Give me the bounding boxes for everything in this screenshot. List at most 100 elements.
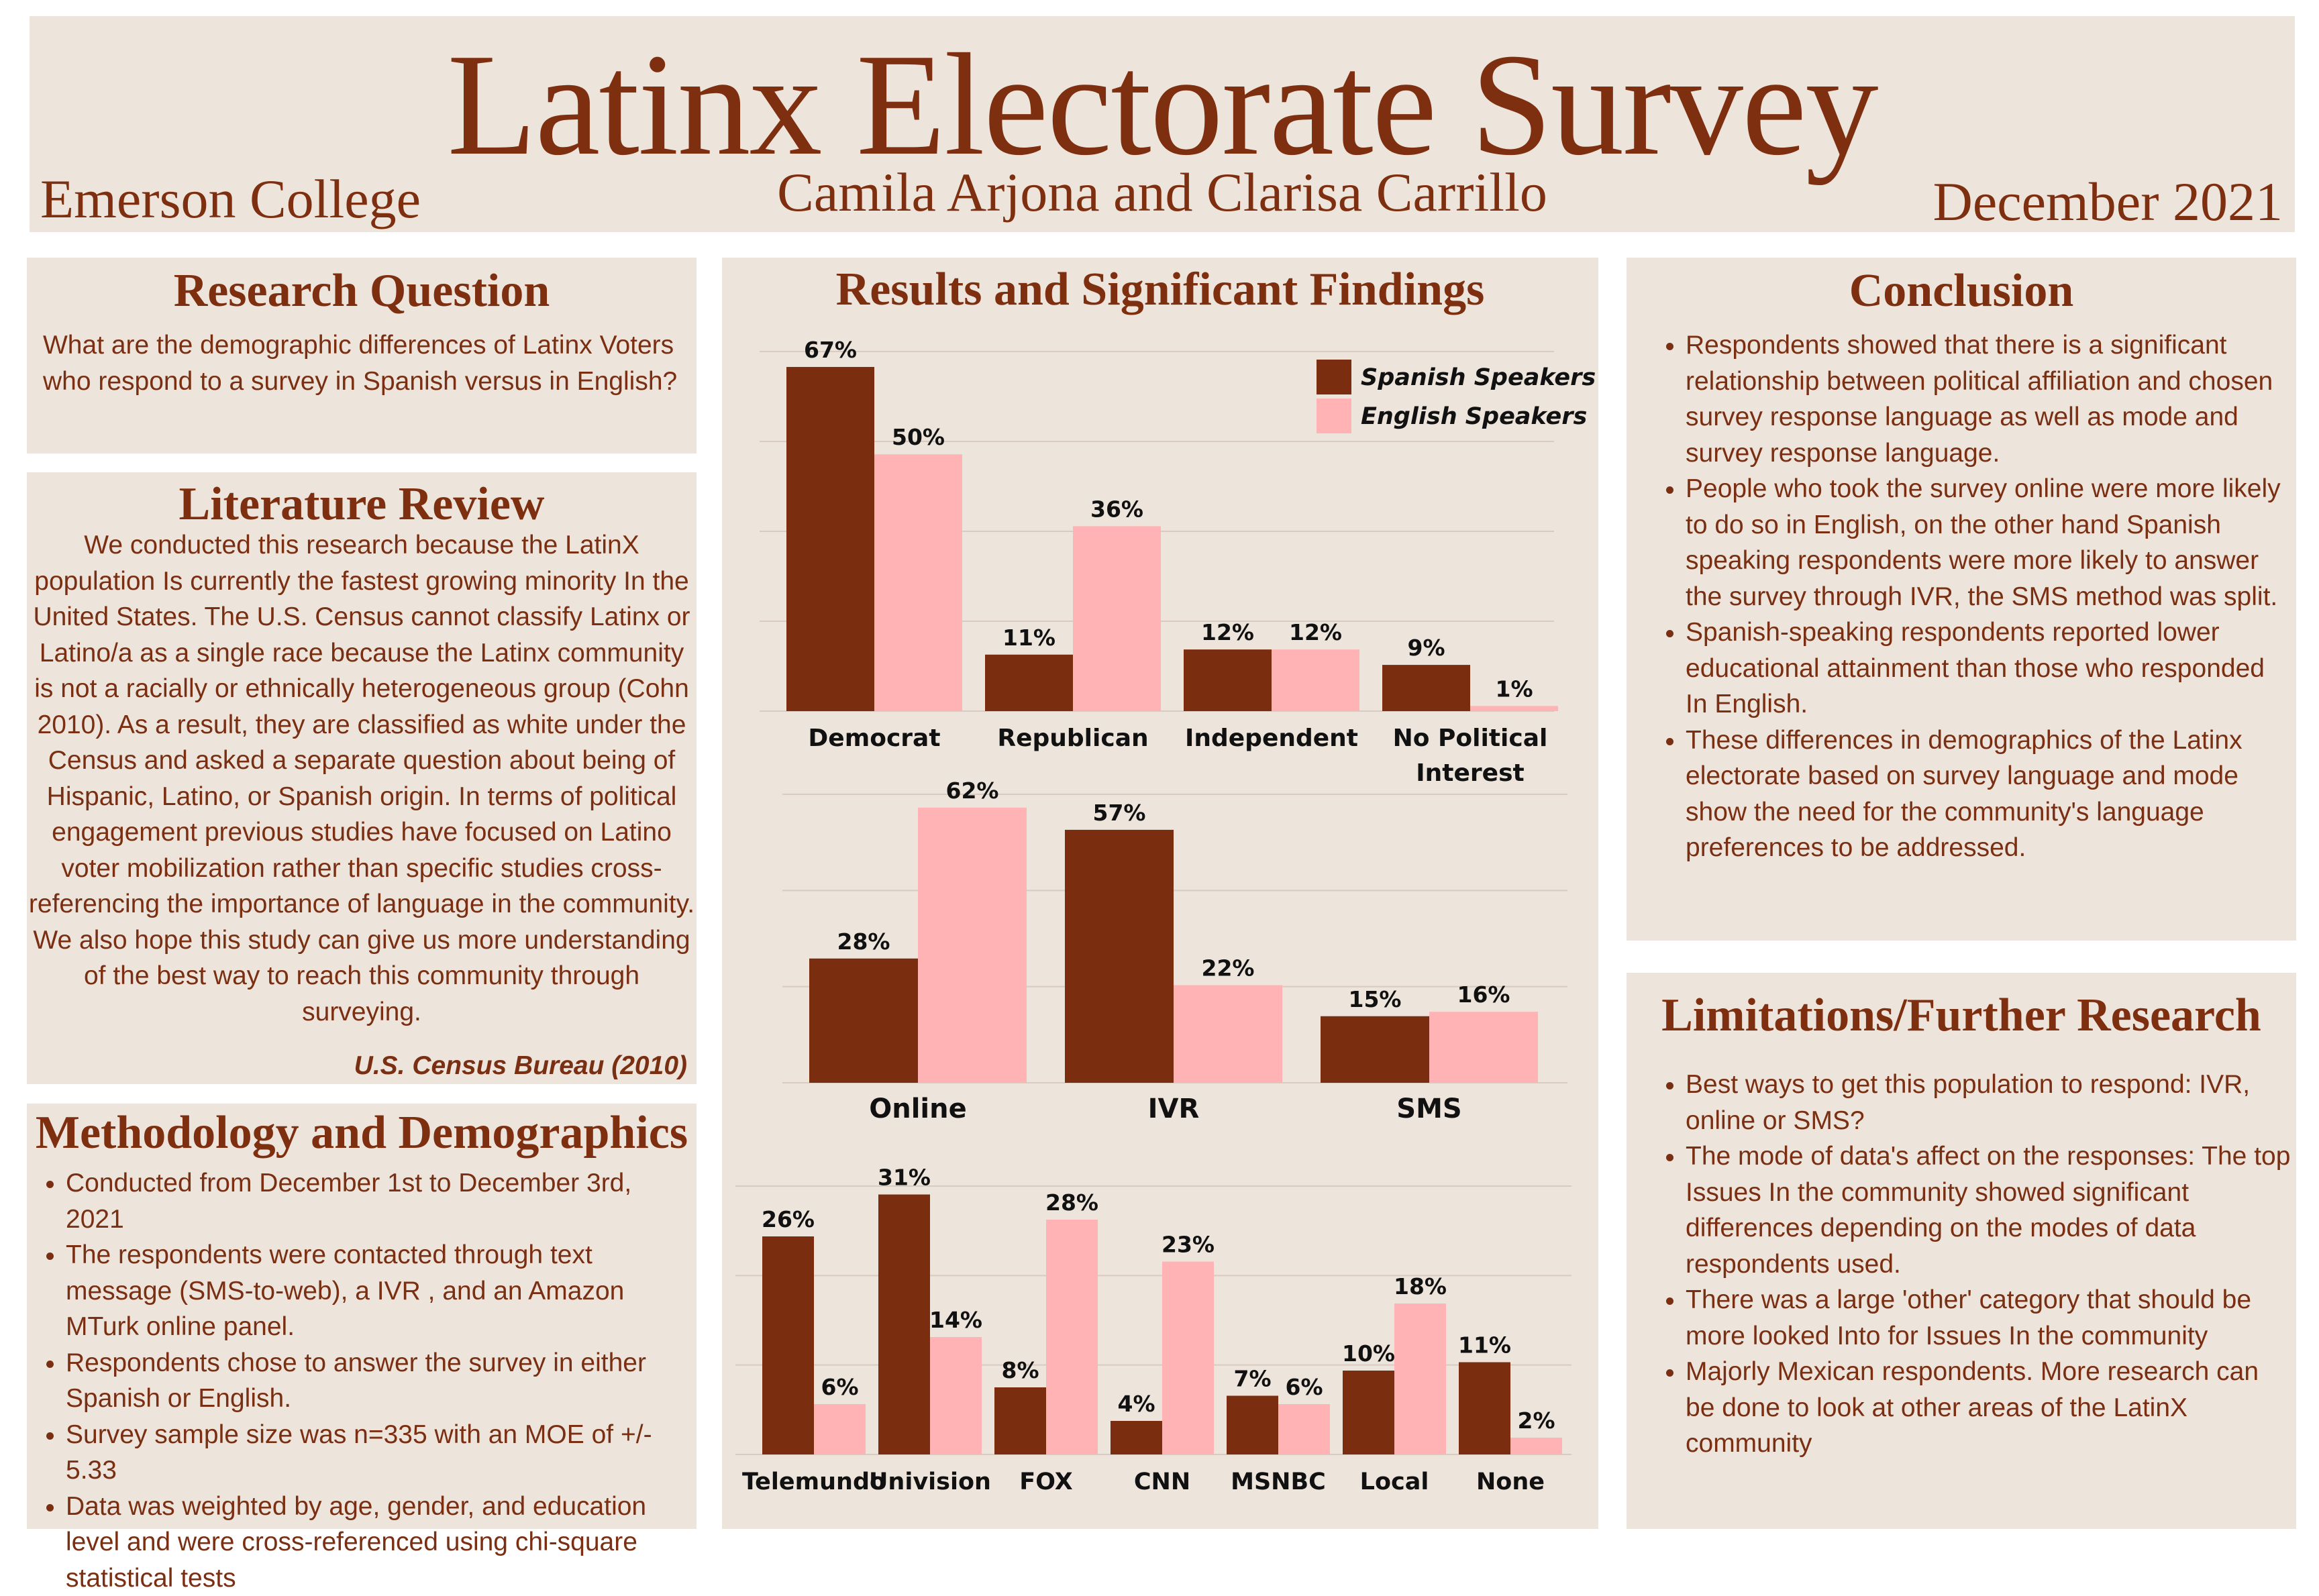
bar-value-label: 16%	[1457, 981, 1510, 1008]
bar-value-label: 12%	[1289, 619, 1342, 645]
bar-value-label: 23%	[1162, 1232, 1215, 1258]
conclusion-list-wrap: Respondents showed that there is a signi…	[1627, 327, 2291, 866]
bar-value-label: 4%	[1117, 1391, 1155, 1417]
bar-value-label: 6%	[821, 1374, 858, 1400]
bar-spanish	[1227, 1396, 1278, 1455]
bar-value-label: 10%	[1342, 1340, 1395, 1367]
category-label: Republican	[997, 725, 1148, 752]
bar-spanish	[1184, 649, 1272, 711]
poster-title: Latinx Electorate Survey	[30, 28, 2295, 182]
bar-value-label: 26%	[762, 1206, 815, 1232]
bar-english	[1278, 1404, 1330, 1454]
category-label: FOX	[1019, 1469, 1072, 1495]
bar-value-label: 12%	[1201, 619, 1254, 645]
bar-english	[1162, 1262, 1214, 1455]
bar-english	[1470, 706, 1558, 711]
literature-review-title: Literature Review	[27, 478, 697, 531]
bar-value-label: 57%	[1093, 800, 1146, 826]
category-label: Local	[1360, 1469, 1429, 1495]
bar-value-label: 62%	[946, 778, 999, 804]
category-label: Telemundo	[742, 1469, 886, 1495]
bar-english	[1174, 985, 1282, 1083]
literature-review-text: We conducted this research because the L…	[27, 527, 697, 1030]
category-label: Interest	[1416, 759, 1524, 787]
list-item: Spanish-speaking respondents reported lo…	[1686, 615, 2291, 723]
list-item: Respondents chose to answer the survey i…	[66, 1345, 691, 1417]
bar-value-label: 6%	[1285, 1374, 1323, 1400]
legend-label: Spanish Speakers	[1361, 364, 1596, 391]
methodology-list: Conducted from December 1st to December …	[27, 1165, 691, 1596]
category-label: Online	[869, 1094, 967, 1124]
bar-value-label: 36%	[1090, 496, 1143, 522]
bar-spanish	[786, 367, 874, 711]
bar-value-label: 31%	[878, 1165, 931, 1191]
list-item: Best ways to get this population to resp…	[1686, 1067, 2291, 1138]
limitations-list-wrap: Best ways to get this population to resp…	[1627, 1067, 2291, 1462]
bar-spanish	[1459, 1363, 1510, 1455]
list-item: Respondents showed that there is a signi…	[1686, 327, 2291, 471]
list-item: Survey sample size was n=335 with an MOE…	[66, 1417, 691, 1489]
poster-date: December 2021	[1933, 172, 2283, 232]
bar-english	[1046, 1220, 1098, 1454]
bar-english	[1272, 649, 1359, 711]
literature-review-panel: Literature Review We conducted this rese…	[27, 472, 697, 1084]
bar-english	[1394, 1304, 1446, 1454]
bar-value-label: 15%	[1349, 986, 1402, 1012]
bar-spanish	[1111, 1421, 1162, 1454]
list-item: The respondents were contacted through t…	[66, 1237, 691, 1345]
bar-value-label: 11%	[1002, 625, 1055, 651]
category-label: MSNBC	[1231, 1469, 1326, 1495]
bar-english	[1510, 1438, 1562, 1454]
list-item: Data was weighted by age, gender, and ed…	[66, 1489, 691, 1596]
bar-value-label: 28%	[837, 928, 890, 955]
list-item: These differences in demographics of the…	[1686, 723, 2291, 866]
bar-spanish	[985, 655, 1073, 711]
category-label: None	[1476, 1469, 1545, 1495]
bar-value-label: 2%	[1517, 1407, 1555, 1434]
citation: U.S. Census Bureau (2010)	[354, 1048, 687, 1084]
bar-spanish	[809, 959, 918, 1083]
bar-english	[874, 454, 962, 711]
bar-spanish	[1382, 665, 1470, 711]
conclusion-panel: Conclusion Respondents showed that there…	[1627, 258, 2296, 941]
bar-spanish	[762, 1236, 814, 1454]
methodology-title: Methodology and Demographics	[27, 1106, 697, 1160]
results-charts: 67%50%Democrat11%36%Republican12%12%Inde…	[722, 258, 1598, 1529]
bar-value-label: 11%	[1458, 1332, 1511, 1359]
list-item: Majorly Mexican respondents. More resear…	[1686, 1354, 2291, 1462]
bar-english	[1429, 1012, 1538, 1083]
methodology-list-wrap: Conducted from December 1st to December …	[27, 1165, 691, 1596]
limitations-panel: Limitations/Further Research Best ways t…	[1627, 973, 2296, 1529]
bar-spanish	[1065, 830, 1174, 1083]
research-question-text: What are the demographic differences of …	[43, 327, 680, 399]
bar-value-label: 14%	[929, 1307, 982, 1333]
list-item: There was a large 'other' category that …	[1686, 1282, 2291, 1354]
bar-spanish	[994, 1387, 1046, 1454]
bar-value-label: 8%	[1001, 1357, 1039, 1383]
poster-header: Latinx Electorate Survey Emerson College…	[30, 16, 2295, 232]
category-label: Univision	[869, 1469, 991, 1495]
category-label: SMS	[1396, 1094, 1461, 1124]
list-item: The mode of data's affect on the respons…	[1686, 1138, 2291, 1282]
legend-label: English Speakers	[1361, 403, 1587, 430]
limitations-title: Limitations/Further Research	[1627, 989, 2296, 1043]
bar-english	[930, 1337, 982, 1454]
legend-swatch	[1317, 360, 1351, 394]
bar-value-label: 67%	[804, 337, 857, 363]
list-item: Conducted from December 1st to December …	[66, 1165, 691, 1237]
research-question-title: Research Question	[27, 264, 697, 318]
bar-spanish	[1343, 1371, 1394, 1454]
bar-value-label: 9%	[1407, 635, 1445, 661]
bar-spanish	[878, 1195, 930, 1455]
list-item: People who took the survey online were m…	[1686, 471, 2291, 615]
category-label: Independent	[1185, 725, 1358, 752]
conclusion-title: Conclusion	[1627, 264, 2296, 318]
bar-value-label: 50%	[892, 424, 945, 450]
category-label: CNN	[1134, 1469, 1190, 1495]
methodology-panel: Methodology and Demographics Conducted f…	[27, 1104, 697, 1529]
limitations-list: Best ways to get this population to resp…	[1627, 1067, 2291, 1462]
category-label: No Political	[1393, 725, 1548, 752]
bar-spanish	[1321, 1016, 1429, 1083]
bar-english	[814, 1404, 866, 1454]
bar-value-label: 1%	[1495, 676, 1533, 702]
